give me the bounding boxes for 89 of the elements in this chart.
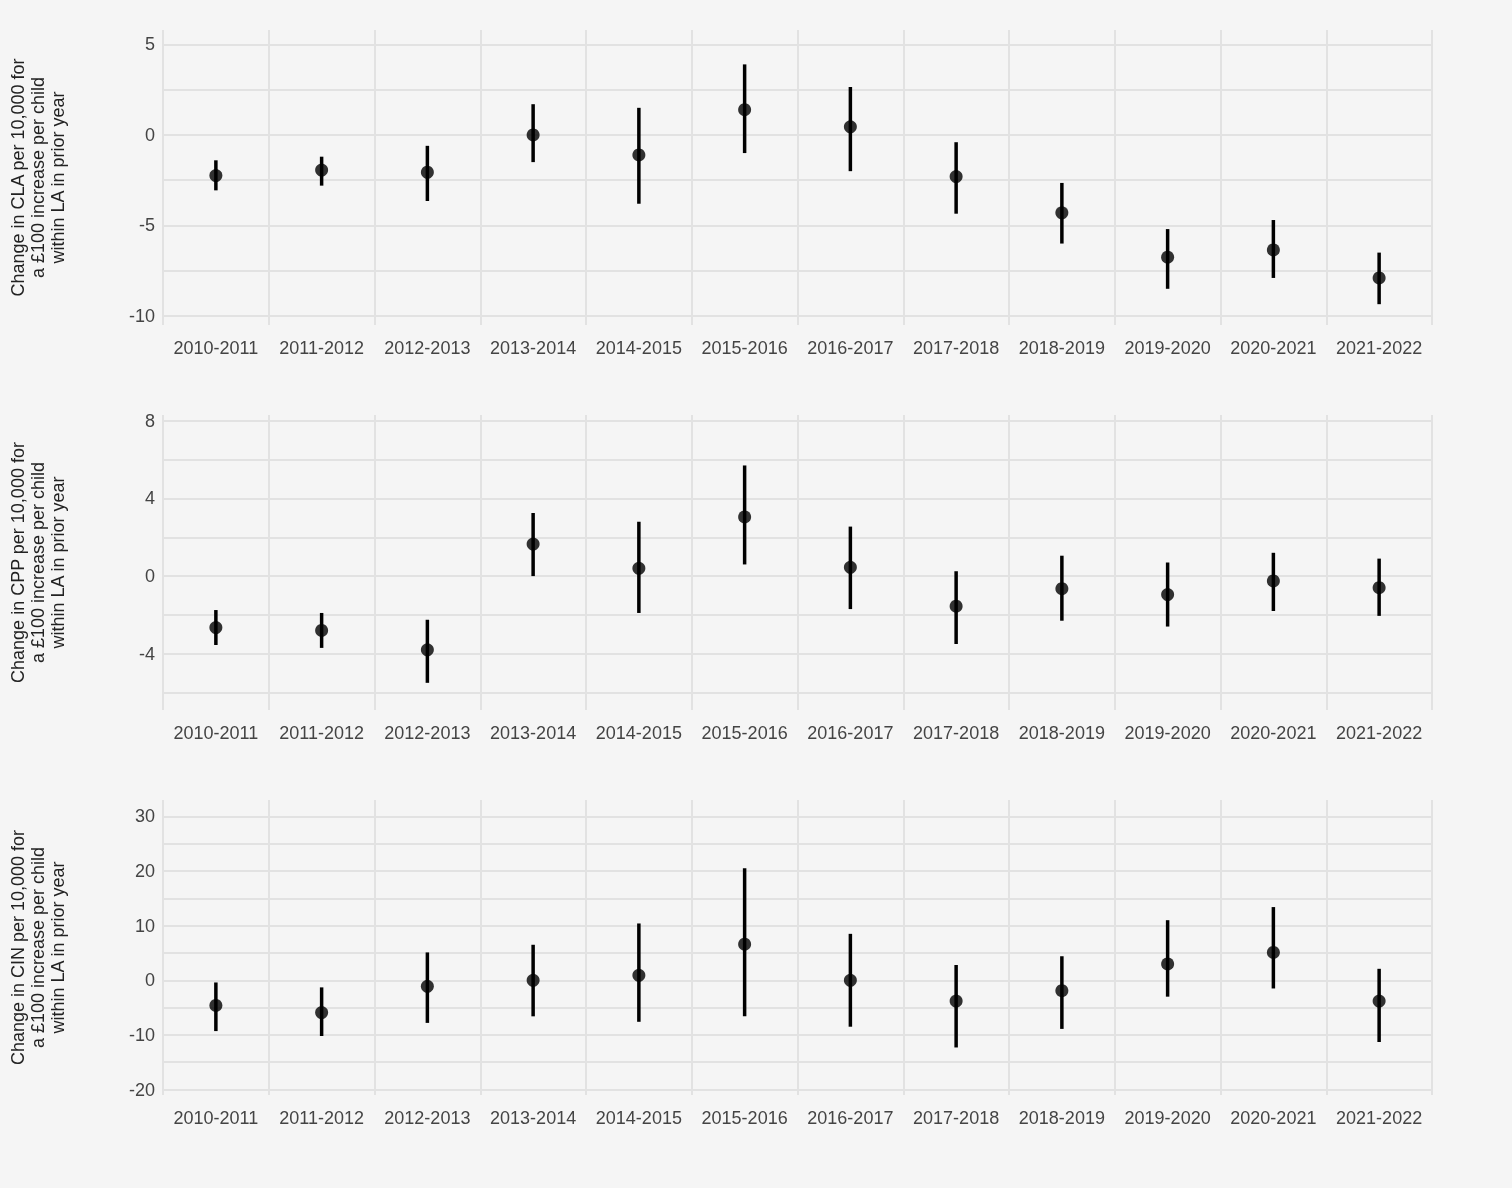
point <box>949 994 963 1008</box>
x-tick-label: 2015-2016 <box>701 338 788 358</box>
y-axis-title: Change in CLA per 10,000 for a £100 increase per child within LA in prior year <box>8 58 68 297</box>
y-tick-label: -10 <box>128 305 155 326</box>
y-tick-label: 8 <box>144 410 155 431</box>
x-tick-label: 2011-2012 <box>279 1108 364 1128</box>
x-tick-label: 2018-2019 <box>1018 723 1105 743</box>
y-tick-label: 30 <box>134 806 155 827</box>
x-tick-label: 2021-2022 <box>1336 338 1423 358</box>
y-tick-label: -5 <box>138 215 155 236</box>
x-tick-label: 2016-2017 <box>807 338 894 358</box>
point <box>1161 957 1175 971</box>
point <box>1055 206 1069 220</box>
point <box>420 979 434 993</box>
x-tick-label: 2017-2018 <box>913 338 1000 358</box>
x-tick-label: 2014-2015 <box>595 338 682 358</box>
x-tick-label: 2019-2020 <box>1124 723 1211 743</box>
point <box>738 103 752 117</box>
x-tick-label: 2018-2019 <box>1018 338 1105 358</box>
point <box>843 120 857 134</box>
x-tick-label: 2010-2011 <box>173 1108 259 1128</box>
point <box>1055 984 1069 998</box>
x-tick-label: 2012-2013 <box>384 723 471 743</box>
x-tick-label: 2011-2012 <box>279 723 364 743</box>
x-tick-label: 2019-2020 <box>1124 1108 1211 1128</box>
point <box>526 128 540 142</box>
point <box>1266 574 1280 588</box>
point <box>1372 581 1386 595</box>
y-axis-title: Change in CPP per 10,000 for a £100 increase per child within LA in prior year <box>8 442 68 683</box>
point <box>315 623 329 637</box>
point <box>1372 271 1386 285</box>
point <box>209 998 223 1012</box>
x-tick-label: 2020-2021 <box>1230 1108 1317 1128</box>
x-tick-label: 2017-2018 <box>913 723 1000 743</box>
point <box>843 560 857 574</box>
x-tick-label: 2015-2016 <box>701 1108 788 1128</box>
point <box>632 968 646 982</box>
x-tick-label: 2010-2011 <box>173 723 259 743</box>
x-tick-label: 2021-2022 <box>1336 1108 1423 1128</box>
y-tick-label: -20 <box>128 1079 155 1100</box>
point <box>526 537 540 551</box>
y-tick-label: 20 <box>134 861 155 882</box>
y-tick-label: 10 <box>134 915 155 936</box>
y-tick-label: 0 <box>144 970 155 991</box>
x-tick-label: 2021-2022 <box>1336 723 1423 743</box>
point <box>1266 945 1280 959</box>
point <box>420 165 434 179</box>
y-tick-label: 4 <box>144 488 155 509</box>
x-tick-label: 2010-2011 <box>173 338 259 358</box>
point <box>420 643 434 657</box>
y-tick-label: 0 <box>144 566 155 587</box>
point <box>632 148 646 162</box>
point <box>949 599 963 613</box>
x-tick-label: 2016-2017 <box>807 1108 894 1128</box>
x-tick-label: 2016-2017 <box>807 723 894 743</box>
point <box>209 169 223 183</box>
x-tick-label: 2019-2020 <box>1124 338 1211 358</box>
x-tick-label: 2013-2014 <box>490 1108 577 1128</box>
y-tick-label: -4 <box>138 643 155 664</box>
point <box>1055 582 1069 596</box>
y-axis-title: Change in CIN per 10,000 for a £100 increase per child within LA in prior year <box>8 829 68 1066</box>
point <box>843 973 857 987</box>
point <box>1372 994 1386 1008</box>
x-tick-label: 2017-2018 <box>913 1108 1000 1128</box>
y-tick-label: -10 <box>128 1024 155 1045</box>
point <box>209 621 223 635</box>
x-tick-label: 2013-2014 <box>490 723 577 743</box>
y-tick-label: 0 <box>144 124 155 145</box>
point <box>1161 588 1175 602</box>
point <box>632 561 646 575</box>
y-tick-label: 5 <box>144 34 155 55</box>
point <box>738 937 752 951</box>
point <box>315 1006 329 1020</box>
x-tick-label: 2012-2013 <box>384 1108 471 1128</box>
x-tick-label: 2020-2021 <box>1230 723 1317 743</box>
point <box>315 163 329 177</box>
x-tick-label: 2020-2021 <box>1230 338 1317 358</box>
x-tick-label: 2018-2019 <box>1018 1108 1105 1128</box>
x-tick-label: 2013-2014 <box>490 338 577 358</box>
x-tick-label: 2014-2015 <box>595 1108 682 1128</box>
point <box>738 510 752 524</box>
point <box>1161 250 1175 264</box>
point <box>949 170 963 184</box>
point <box>526 973 540 987</box>
x-tick-label: 2012-2013 <box>384 338 471 358</box>
point <box>1266 243 1280 257</box>
x-tick-label: 2011-2012 <box>279 338 364 358</box>
x-tick-label: 2015-2016 <box>701 723 788 743</box>
x-tick-label: 2014-2015 <box>595 723 682 743</box>
